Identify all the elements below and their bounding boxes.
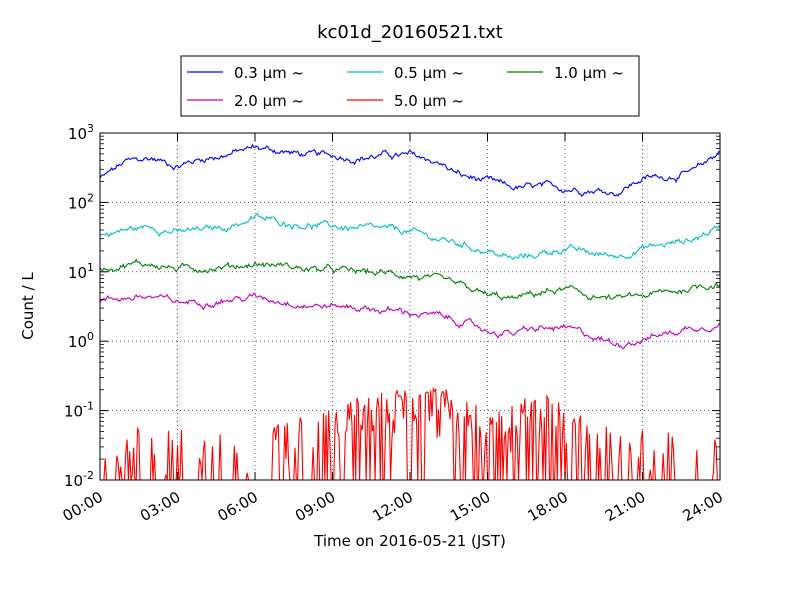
series-line-4 — [99, 292, 721, 350]
y-tick-labels: 10-2 10-1 100 101 102 103 — [64, 122, 94, 490]
legend-label-3: 1.0 μm ~ — [554, 64, 624, 82]
legend-label-2: 0.5 μm ~ — [394, 64, 464, 82]
legend-label-4: 2.0 μm ~ — [234, 92, 304, 110]
axis-ticks — [99, 132, 721, 481]
chart-title: kc01d_20160521.txt — [317, 22, 503, 43]
y-axis-label: Count / L — [19, 272, 37, 340]
y-tick-label: 101 — [68, 261, 94, 282]
legend-box — [180, 55, 640, 117]
legend-label-5: 5.0 μm ~ — [394, 92, 464, 110]
y-tick-label: 102 — [68, 191, 94, 212]
series-line-3 — [99, 258, 721, 301]
series-line-2 — [99, 212, 721, 261]
y-tick-label: 10-1 — [64, 400, 94, 421]
x-axis-label: Time on 2016-05-21 (JST) — [313, 532, 506, 550]
legend-label-1: 0.3 μm ~ — [234, 64, 304, 82]
y-tick-label: 10-2 — [64, 469, 94, 490]
y-tick-label: 100 — [68, 330, 94, 351]
y-tick-label: 103 — [68, 122, 94, 143]
series-line-1 — [99, 143, 721, 198]
legend: 0.3 μm ~ 0.5 μm ~ 1.0 μm ~ 2.0 μm ~ 5.0 μm ~ — [180, 55, 640, 117]
grid — [100, 133, 720, 480]
